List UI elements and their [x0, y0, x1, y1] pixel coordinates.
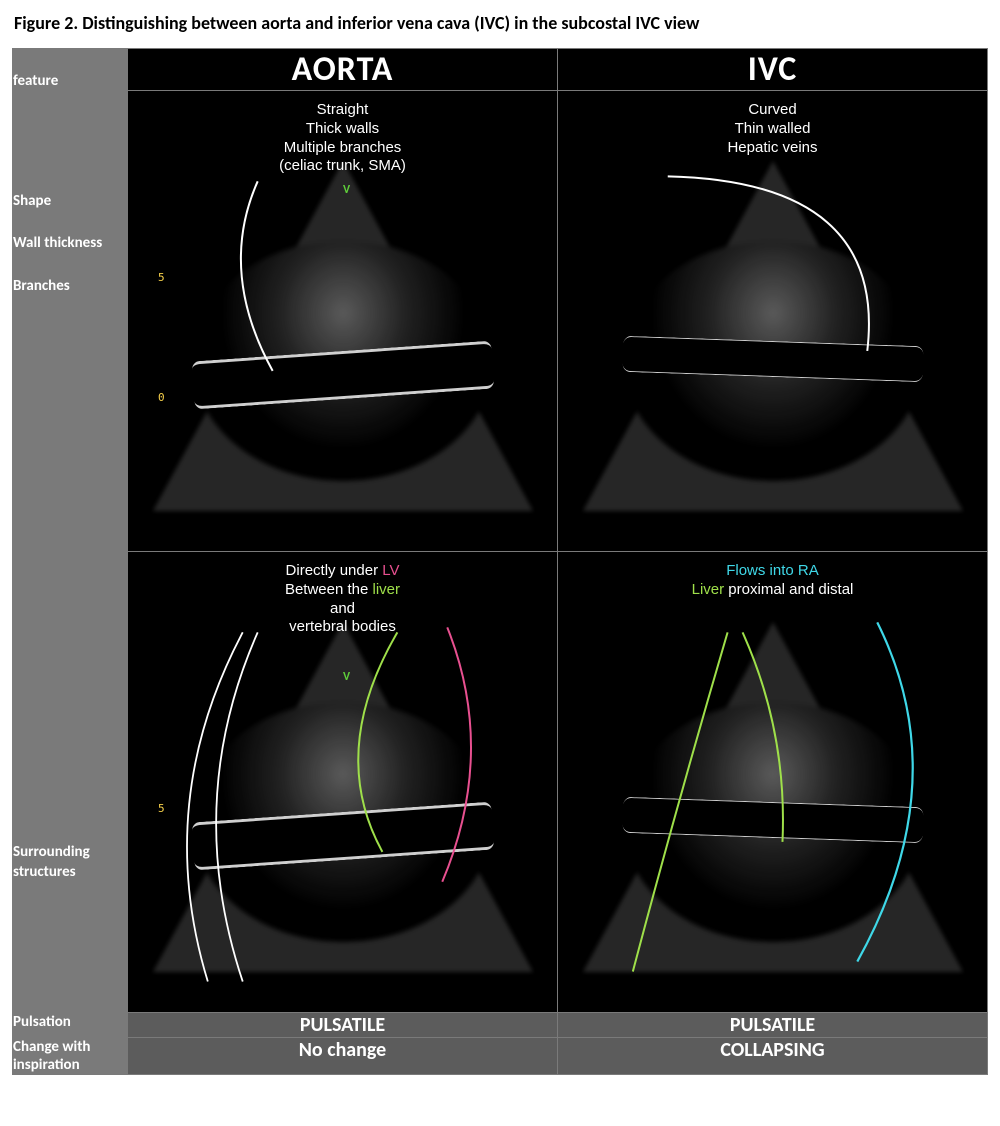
annot-line: vertebral bodies	[289, 618, 396, 635]
label-surrounding: Surrounding structures	[13, 843, 90, 881]
label-inspiration: Change with inspiration	[13, 1038, 128, 1075]
v-mark: V	[343, 670, 350, 684]
annot-line: Multiple branches	[284, 139, 402, 156]
v-mark: V	[343, 183, 350, 197]
annot-line: Thin walled	[735, 120, 811, 137]
label-shape: Shape	[13, 192, 51, 210]
val-pulsation-ivc: PULSATILE	[558, 1013, 988, 1038]
figure-title: Figure 2. Distinguishing between aorta a…	[14, 12, 988, 34]
tick-5: 5	[158, 802, 165, 815]
label-pulsation: Pulsation	[13, 1013, 128, 1038]
annot-ivc-top: Curved Thin walled Hepatic veins	[558, 101, 987, 157]
annot-line: and	[330, 600, 355, 617]
annot-line: Thick walls	[306, 120, 379, 137]
annot-line: Between the	[285, 581, 373, 598]
annot-line: Curved	[748, 101, 796, 118]
val-pulsation-aorta: PULSATILE	[128, 1013, 558, 1038]
annot-ivc-bottom: Flows into RA Liver proximal and distal	[558, 562, 987, 600]
ultrasound-ivc-top: Curved Thin walled Hepatic veins	[558, 91, 988, 552]
val-insp-aorta: No change	[128, 1038, 558, 1075]
annot-liver: liver	[373, 581, 401, 598]
header-feature: feature	[13, 49, 128, 91]
annot-liver2: Liver	[692, 581, 725, 598]
annot-lv: LV	[382, 562, 399, 579]
ultrasound-ivc-bottom: Flows into RA Liver proximal and distal	[558, 552, 988, 1013]
val-insp-ivc: COLLAPSING	[558, 1038, 988, 1075]
label-branches: Branches	[13, 277, 70, 295]
header-ivc: IVC	[558, 49, 988, 91]
comparison-table: feature AORTA IVC Shape Wall thickness B…	[12, 48, 988, 1075]
annot-ra: RA	[798, 562, 819, 579]
ultrasound-aorta-bottom: V 5 Directly under LV Between the liver …	[128, 552, 558, 1013]
annot-aorta-top: Straight Thick walls Multiple branches (…	[128, 101, 557, 176]
label-wall: Wall thickness	[13, 234, 102, 252]
row-pulsation: Pulsation PULSATILE PULSATILE	[13, 1013, 988, 1038]
header-aorta: AORTA	[128, 49, 558, 91]
ultrasound-aorta-top: 5 0 V Straight Thick walls Multiple bran…	[128, 91, 558, 552]
annot-line: Straight	[317, 101, 369, 118]
side-label-surrounding: Surrounding structures	[13, 552, 128, 1013]
row-inspiration: Change with inspiration No change COLLAP…	[13, 1038, 988, 1075]
annot-ra-pre: Flows into	[726, 562, 798, 579]
annot-aorta-bottom: Directly under LV Between the liver and …	[128, 562, 557, 637]
side-label-shape: Shape Wall thickness Branches	[13, 91, 128, 552]
tick-0: 0	[158, 391, 165, 404]
annot-line: Hepatic veins	[727, 139, 817, 156]
tick-5: 5	[158, 271, 165, 284]
annot-liver-post: proximal and distal	[724, 581, 853, 598]
annot-line: (celiac trunk, SMA)	[279, 157, 406, 174]
annot-line: Directly under	[286, 562, 383, 579]
row-shape: Shape Wall thickness Branches 5 0 V Stra…	[13, 91, 988, 552]
header-row: feature AORTA IVC	[13, 49, 988, 91]
row-surrounding: Surrounding structures V 5 Directly unde…	[13, 552, 988, 1013]
